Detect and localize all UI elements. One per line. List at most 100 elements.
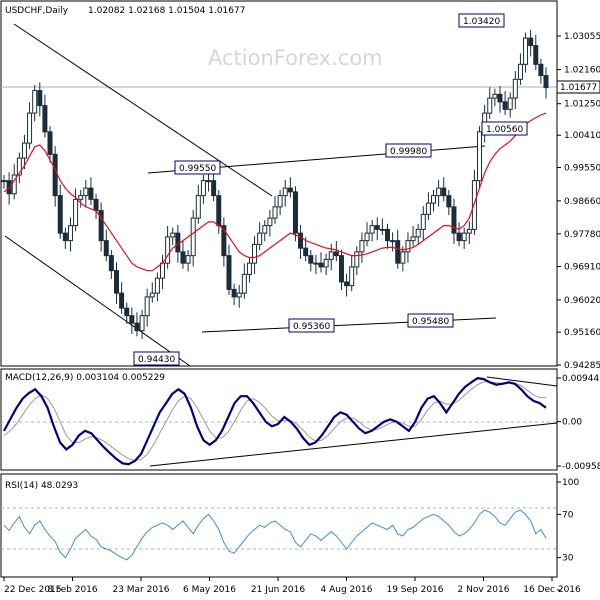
candle-body: [73, 198, 79, 227]
candle-body: [277, 195, 283, 208]
candle-body: [32, 90, 38, 114]
candle-body: [124, 307, 130, 317]
annotation-0-99550-text: 0.99550: [179, 164, 216, 174]
candle-body: [113, 270, 119, 294]
candle-body: [144, 296, 150, 317]
moving-average-line: [3, 112, 547, 272]
candle-body: [507, 97, 513, 110]
candle-body: [461, 232, 467, 242]
annotation-1-00560-text: 1.00560: [486, 125, 523, 135]
candle-body: [384, 228, 390, 242]
current-price-marker: 1.01677: [556, 80, 600, 94]
candle-body: [119, 292, 125, 309]
candle-body: [390, 240, 396, 243]
candle-body: [354, 251, 360, 268]
candle-body: [318, 262, 324, 268]
candle-body: [129, 315, 135, 324]
candle-body: [211, 180, 217, 197]
x-tick-label: 2 Nov 2016: [458, 585, 510, 595]
x-tick-label: 23 Mar 2016: [112, 585, 169, 595]
candle-body: [27, 112, 33, 144]
rsi-axis-ticks: 100 70 30: [557, 478, 579, 591]
candle-body: [170, 232, 176, 238]
rsi-title: RSI(14) 48.0293: [5, 481, 78, 491]
macd-tick-label: 0.00: [562, 418, 582, 428]
candle-body: [466, 228, 472, 234]
candle-body: [349, 266, 355, 287]
candle-body: [502, 101, 508, 110]
annotation-0-99980: 0.99980: [385, 143, 432, 158]
price-header-symbol: USDCHF,Daily: [5, 6, 69, 16]
candle-body: [405, 240, 411, 253]
candle-body: [369, 225, 375, 234]
candle-body: [93, 198, 99, 212]
candle-body: [420, 213, 426, 230]
candle-body: [533, 45, 539, 65]
candle-body: [190, 217, 196, 257]
candle-body: [364, 232, 370, 242]
candle-body: [287, 187, 293, 193]
candle-body: [62, 232, 68, 242]
annotation-0-99980-text: 0.99980: [390, 147, 427, 157]
channel-lower-trendline: [4, 235, 191, 367]
candle-body: [108, 255, 114, 272]
candle-body: [338, 255, 344, 283]
candle-body: [252, 243, 258, 264]
candle-body: [98, 210, 104, 242]
candle-body: [282, 187, 288, 197]
price-tick-label: 0.97780: [564, 230, 600, 240]
macd-panel-frame: [0, 368, 558, 471]
candle-body: [165, 236, 171, 264]
macd-title: MACD(12,26,9) 0.003104 0.005229: [5, 373, 165, 383]
candle-body: [292, 191, 298, 234]
annotation-0-95360-text: 0.95360: [293, 322, 330, 332]
candle-body: [1, 180, 7, 183]
candle-body: [67, 225, 73, 242]
x-tick-label: 16 Dec 2016: [523, 585, 581, 595]
candle-body: [415, 228, 421, 238]
candle-body: [180, 251, 186, 264]
candle-body: [175, 232, 181, 253]
candle-body: [88, 187, 94, 200]
candle-body: [379, 228, 385, 231]
candle-body: [492, 93, 498, 99]
candle-body: [200, 180, 206, 197]
annotation-0-95360: 0.95360: [288, 318, 335, 333]
candle-body: [425, 202, 431, 215]
price-panel-frame: [0, 0, 558, 367]
candle-body: [57, 195, 63, 234]
candle-body: [359, 240, 365, 253]
rsi-panel-frame: [0, 473, 558, 578]
price-tick-label: 1.02160: [564, 66, 600, 76]
candle-body: [78, 195, 84, 200]
price-tick-label: 0.94285: [564, 361, 600, 371]
price-header-ohlc: 1.02082 1.02168 1.01504 1.01677: [88, 6, 245, 16]
candle-body: [42, 105, 48, 133]
x-tick-label: 22 Dec 2015: [4, 585, 62, 595]
price-tick-label: 0.98660: [564, 197, 600, 207]
macd-lines: [3, 377, 547, 466]
watermark-text: ActionForex.com: [208, 46, 383, 70]
annotation-1-00560: 1.00560: [481, 121, 528, 136]
candle-body: [83, 187, 89, 197]
annotation-0-99550: 0.99550: [174, 160, 221, 175]
candle-body: [231, 288, 237, 298]
macd-main-line: [3, 377, 547, 466]
annotation-0-94430: 0.94430: [133, 351, 180, 366]
candle-body: [103, 240, 109, 257]
rsi-line: [3, 509, 547, 561]
price-axis-ticks: 1.03055 1.02160 1.01250 1.00410 0.99550 0.986…: [557, 32, 600, 371]
candle-body: [246, 262, 252, 275]
candle-body: [185, 255, 191, 264]
candle-body: [410, 236, 416, 242]
candle-body: [471, 180, 477, 230]
candle-body: [37, 90, 43, 107]
candle-body: [446, 195, 452, 208]
candle-body: [512, 78, 518, 99]
rsi-tick-label: 30: [562, 554, 574, 564]
candle-body: [267, 217, 273, 227]
candle-body: [298, 232, 304, 249]
x-tick-label: 21 Jun 2016: [251, 585, 305, 595]
candle-body: [436, 187, 442, 197]
